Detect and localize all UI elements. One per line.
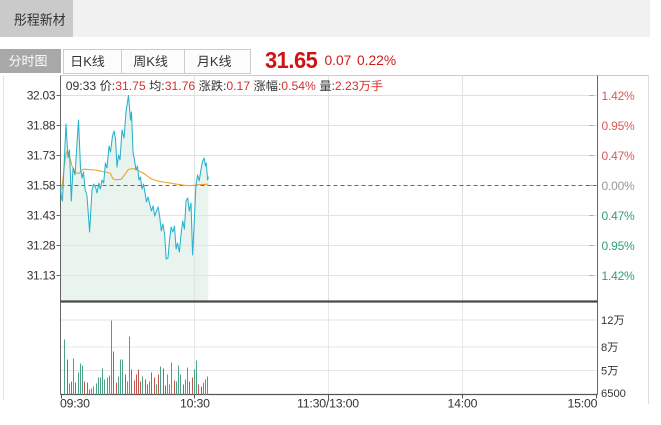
svg-text:09:30: 09:30	[60, 397, 90, 411]
svg-text:31.58: 31.58	[27, 179, 56, 193]
svg-text:32.03: 32.03	[27, 89, 56, 103]
svg-text:0.54%: 0.54%	[281, 79, 316, 93]
svg-text:15:00: 15:00	[568, 397, 598, 411]
svg-text:31.28: 31.28	[27, 239, 56, 253]
svg-text:1.42%: 1.42%	[602, 269, 636, 283]
svg-text:11:30/13:00: 11:30/13:00	[297, 397, 359, 411]
svg-text:0.17: 0.17	[226, 79, 250, 93]
svg-text:12: 12	[601, 315, 613, 327]
svg-text:1.42%: 1.42%	[602, 89, 636, 103]
svg-text:31.75: 31.75	[115, 79, 146, 93]
svg-text:5: 5	[601, 366, 607, 378]
svg-text:0.95%: 0.95%	[602, 119, 636, 133]
svg-text:0.47%: 0.47%	[602, 149, 636, 163]
svg-text:K: K	[83, 54, 92, 69]
svg-text:10:30: 10:30	[180, 397, 210, 411]
svg-text:0.95%: 0.95%	[602, 239, 636, 253]
svg-text::: :	[112, 79, 115, 93]
svg-text::: :	[278, 79, 281, 93]
svg-text:K: K	[210, 54, 219, 69]
svg-text:31.43: 31.43	[27, 209, 56, 223]
svg-text:31.13: 31.13	[27, 269, 56, 283]
svg-text:14:00: 14:00	[448, 397, 478, 411]
svg-text:0.00%: 0.00%	[602, 179, 636, 193]
svg-text:6500: 6500	[601, 388, 626, 400]
svg-text:31.73: 31.73	[27, 149, 56, 163]
svg-text::: :	[161, 79, 164, 93]
svg-text:31.76: 31.76	[165, 79, 196, 93]
svg-text:09:33: 09:33	[66, 79, 97, 93]
svg-text:K: K	[146, 54, 155, 69]
svg-text::: :	[332, 79, 335, 93]
svg-text:2.23: 2.23	[335, 79, 359, 93]
svg-text:0.47%: 0.47%	[602, 209, 636, 223]
svg-text:31.88: 31.88	[27, 119, 56, 133]
svg-text:8: 8	[601, 342, 607, 354]
svg-text::: :	[223, 79, 226, 93]
